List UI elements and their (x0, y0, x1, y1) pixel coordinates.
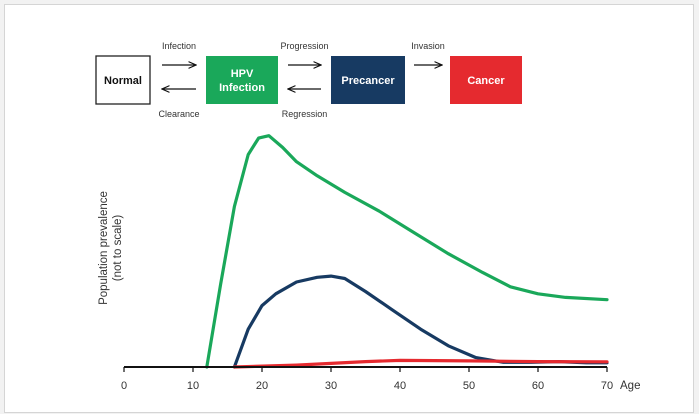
x-tick-label: 50 (463, 380, 475, 392)
x-tick-label: 70 (601, 380, 613, 392)
series-line-3 (232, 358, 609, 369)
state-cancer: Cancer (450, 56, 522, 104)
state-label: Precancer (341, 75, 395, 87)
y-axis-title: Population prevalence (not to scale) (98, 191, 124, 305)
x-tick-label: 0 (121, 380, 127, 392)
transition-label-forward: Infection (162, 41, 196, 51)
state-box (95, 55, 151, 105)
y-axis-title-line: (not to scale) (112, 215, 124, 282)
x-tick-label: 60 (532, 380, 544, 392)
state-box (331, 56, 405, 104)
x-tick-label: 20 (256, 380, 268, 392)
state-normal: Normal (95, 55, 151, 105)
transition-label-forward: Progression (280, 41, 328, 51)
state-hpv-infection: HPV Infection (206, 56, 278, 104)
state-label: Normal (104, 75, 142, 87)
y-axis-title-line: Population prevalence (98, 191, 110, 305)
x-tick-label: 10 (187, 380, 199, 392)
state-label: Infection (219, 82, 265, 94)
x-tick-label: 40 (394, 380, 406, 392)
x-tick-label: 30 (325, 380, 337, 392)
series-line-2 (232, 274, 609, 369)
transition-label-backward: Regression (282, 109, 328, 119)
state-label: Cancer (467, 75, 505, 87)
series-line-1 (205, 134, 609, 369)
state-box (206, 56, 278, 104)
state-box (450, 56, 522, 104)
prevalence-chart: Population prevalence (not to scale) 0 10 20… (98, 134, 640, 392)
state-label: HPV (231, 68, 254, 80)
state-precancer: Precancer (331, 56, 405, 104)
state-flow-diagram: Normal HPV Infection Precancer Cancer Infecti… (95, 41, 522, 119)
transition-label-forward: Invasion (411, 41, 445, 51)
transition-1: Infection Clearance (158, 41, 199, 119)
transition-label-backward: Clearance (158, 109, 199, 119)
transition-3: Invasion (411, 41, 445, 65)
transition-2: Progression Regression (280, 41, 328, 119)
x-axis-title: Age (620, 380, 640, 392)
